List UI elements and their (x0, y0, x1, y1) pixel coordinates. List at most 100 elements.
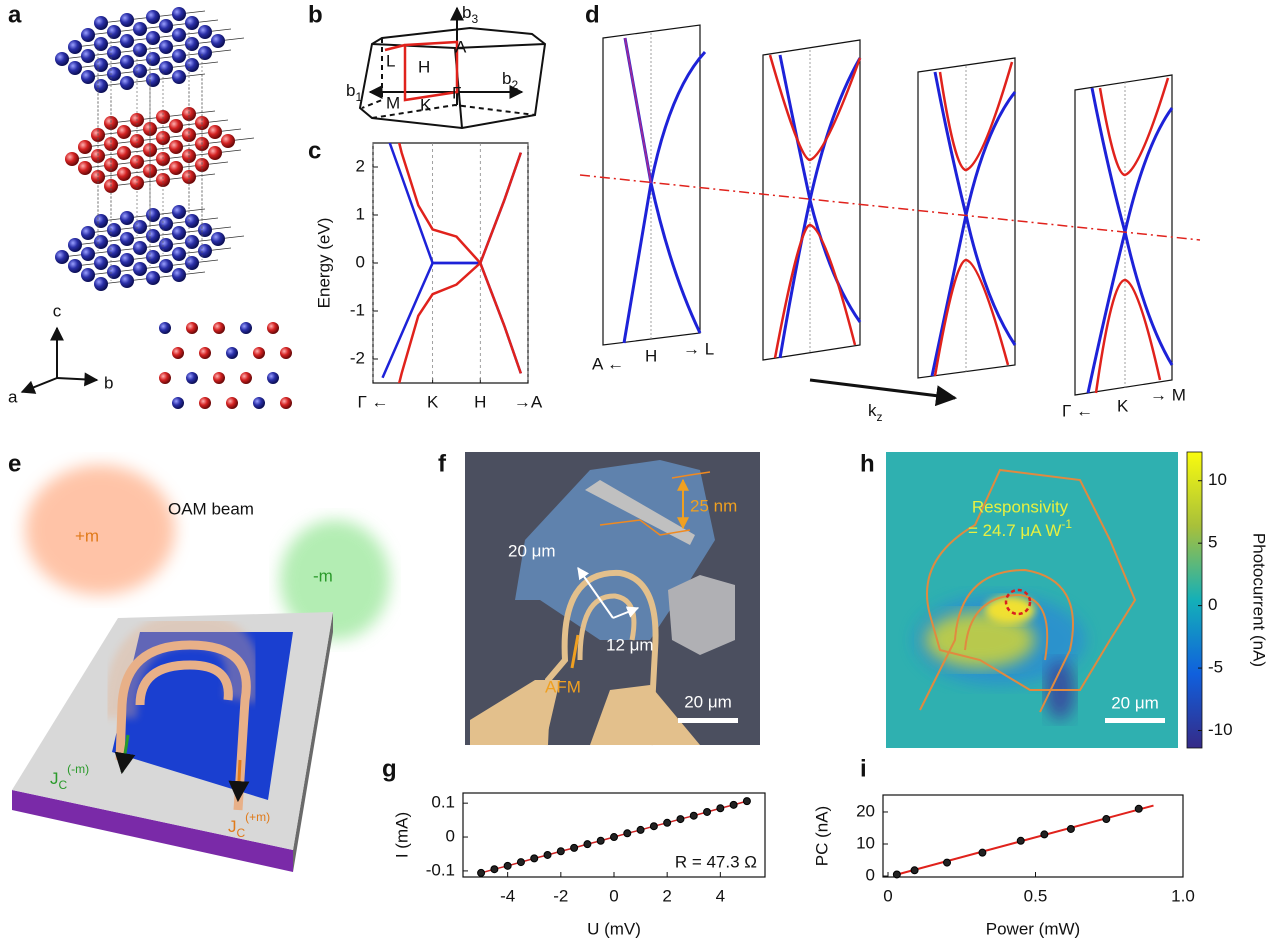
atom (267, 322, 279, 334)
vector-subscript: 1 (355, 90, 362, 104)
atom (208, 125, 222, 139)
axis-label: a (8, 387, 18, 406)
y-axis-label: I (mA) (392, 812, 411, 858)
current-subscript: C (237, 826, 246, 840)
atom (240, 372, 252, 384)
x-tick-label: 0 (609, 886, 618, 905)
atom (172, 49, 186, 63)
atom (120, 13, 134, 27)
atom (55, 250, 69, 264)
data-point (1134, 804, 1143, 813)
beam-mode: +m (75, 526, 99, 545)
atom (133, 22, 147, 36)
panel-letter: f (438, 450, 447, 477)
atom (172, 268, 186, 282)
atom (159, 19, 173, 33)
atom (133, 64, 147, 78)
afm-label: AFM (545, 677, 581, 696)
atom (253, 397, 265, 409)
atom (81, 49, 95, 63)
data-point (978, 848, 987, 857)
atom (267, 372, 279, 384)
data-point (1102, 815, 1111, 824)
atom (172, 247, 186, 261)
y-tick-label: 20 (856, 801, 875, 820)
atom (172, 347, 184, 359)
annotation: R = 47.3 Ω (675, 852, 757, 871)
atom (146, 73, 160, 87)
atom (172, 397, 184, 409)
atom (81, 247, 95, 261)
y-tick-label: -1 (350, 300, 365, 319)
data-point (729, 800, 738, 809)
atom (226, 347, 238, 359)
atom (81, 226, 95, 240)
atom (55, 52, 69, 66)
colorbar-tick-label: -5 (1208, 658, 1223, 677)
band-line (381, 261, 523, 379)
thickness-label: 25 nm (690, 496, 737, 515)
k-label: → M (1150, 385, 1186, 404)
atom (81, 28, 95, 42)
optical-image (465, 452, 760, 746)
y-tick-label: 0 (356, 252, 365, 271)
data-point (649, 822, 658, 831)
charts: -2 -1 0 1 2 Γ ← K H →A Energy (eV) -0.1 0 0.1 -4 -2 0 2 4… (314, 142, 1195, 938)
point-label: Γ (452, 83, 461, 102)
data-point (623, 829, 632, 838)
atom (78, 140, 92, 154)
x-tick-label: 0.5 (1024, 886, 1048, 905)
data-point (490, 865, 499, 874)
responsivity-superscript: -1 (1061, 517, 1072, 531)
colorbar-tick-label: 10 (1208, 470, 1227, 489)
point-label: A (455, 37, 467, 56)
point-label: H (418, 57, 430, 76)
data-point (477, 868, 486, 877)
atom (186, 322, 198, 334)
y-tick-label: 0.1 (431, 793, 455, 812)
x-axis-label: U (mV) (587, 919, 641, 938)
atom (120, 274, 134, 288)
atom (68, 61, 82, 75)
atom (133, 220, 147, 234)
data-point (676, 815, 685, 824)
atom (172, 7, 186, 21)
atom (146, 250, 160, 264)
atom (81, 70, 95, 84)
atom (78, 161, 92, 175)
atom (94, 79, 108, 93)
atom (159, 40, 173, 54)
atom (120, 232, 134, 246)
atom (185, 37, 199, 51)
atom (133, 262, 147, 276)
colorbar-tick-label: 0 (1208, 595, 1217, 614)
atom (208, 146, 222, 160)
data-point (596, 836, 605, 845)
photocurrent-map (886, 451, 1203, 749)
panel-letter: a (8, 1, 22, 28)
atom (133, 241, 147, 255)
current-label: J (50, 769, 59, 788)
k-label: H (645, 346, 657, 365)
current-label: JC (-m) (50, 762, 89, 792)
atom (159, 322, 171, 334)
band-line (397, 143, 523, 266)
atom (172, 205, 186, 219)
vector-label: b3 (462, 3, 478, 26)
y-tick-label: 0 (866, 866, 875, 885)
atom (68, 259, 82, 273)
y-axis-label: Energy (eV) (314, 218, 333, 309)
panel-letter: i (860, 755, 867, 782)
atom (146, 10, 160, 24)
current-superscript: (+m) (245, 810, 270, 824)
atom (68, 40, 82, 54)
atom (146, 229, 160, 243)
atom (199, 347, 211, 359)
y-tick-label: 0 (446, 827, 455, 846)
atom (211, 34, 225, 48)
vector-label: b (462, 3, 471, 22)
crystal-structure (55, 7, 292, 409)
data-point (910, 866, 919, 875)
x-tick-label: K (427, 392, 439, 411)
colorbar-tick-label: 5 (1208, 533, 1217, 552)
